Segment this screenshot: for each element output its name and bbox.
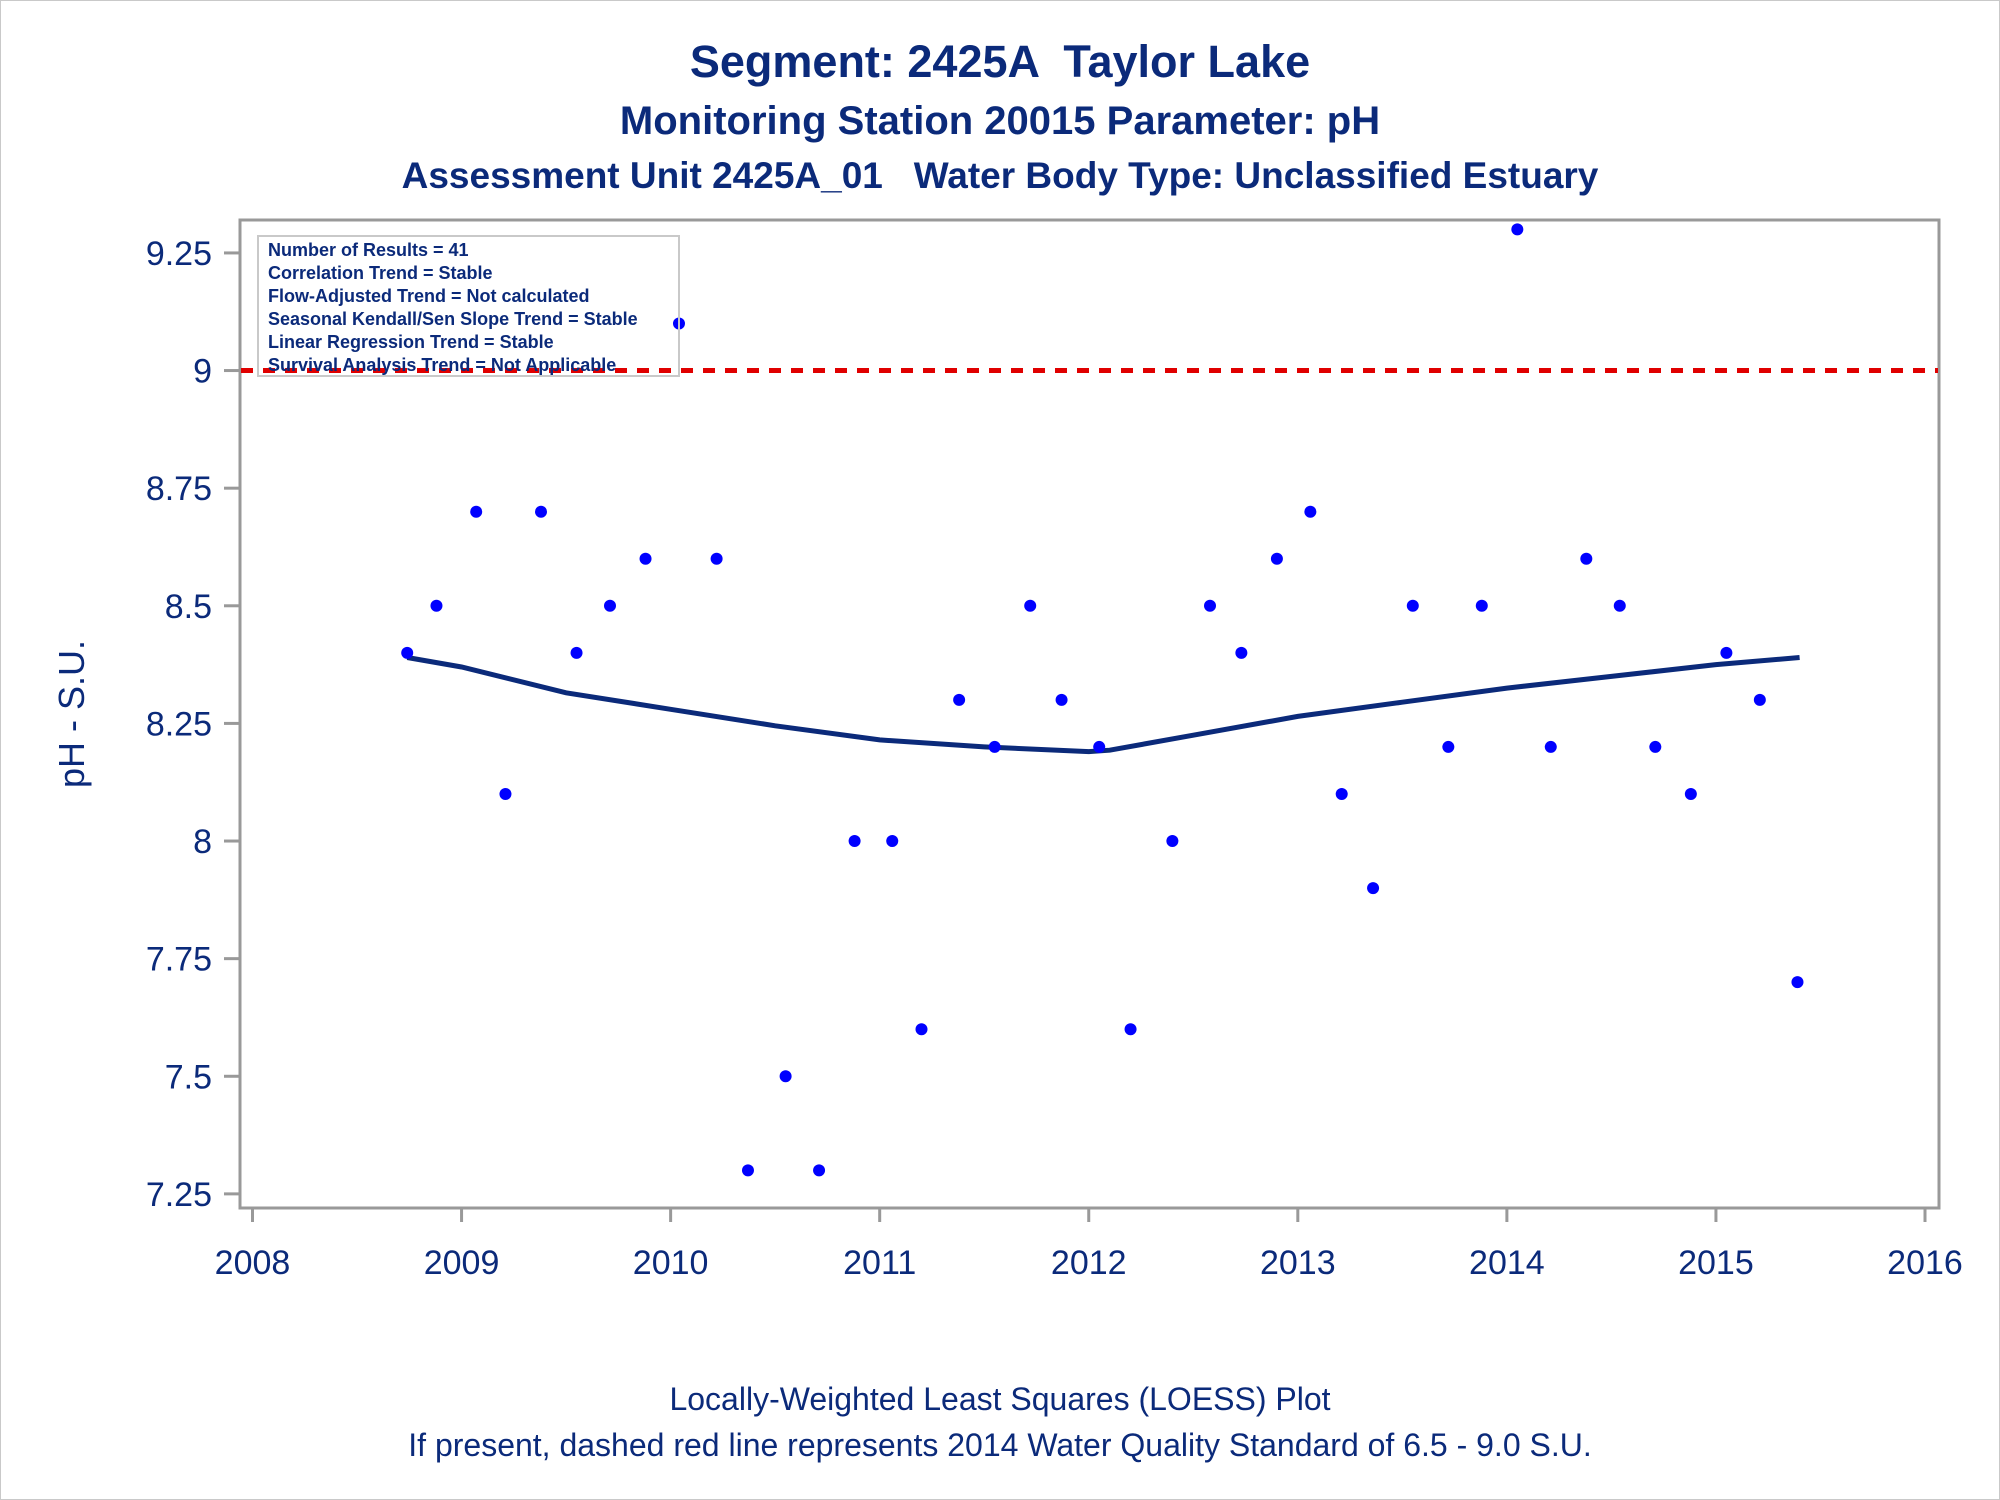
chart-title: Segment: 2425A Taylor Lake [689,36,1311,87]
footnote-loess: Locally-Weighted Least Squares (LOESS) P… [669,1381,1331,1417]
data-points [401,223,1804,1177]
data-point [1124,1023,1137,1036]
data-point [535,505,548,518]
data-point [1442,740,1455,753]
data-point [710,552,723,565]
data-point [639,552,652,565]
y-tick-label: 8 [193,823,212,861]
y-axis: 7.25 7.5 7.75 8 8.25 8.5 8.75 9 9.25 [146,235,240,1214]
stats-number-of-results: Number of Results = 41 [268,240,469,260]
data-point [1544,740,1557,753]
y-tick-label: 8.75 [146,470,212,508]
data-point [1649,740,1662,753]
x-tick-label: 2012 [1051,1244,1127,1282]
x-tick-label: 2016 [1887,1244,1963,1282]
data-point [1720,646,1733,659]
data-point [430,599,443,612]
y-tick-label: 8.5 [165,588,212,626]
data-point [1270,552,1283,565]
trend-statistics-box: Number of Results = 41 Correlation Trend… [257,235,680,377]
data-point [1791,976,1804,989]
data-point [499,787,512,800]
data-point [779,1070,792,1083]
data-point [848,835,861,848]
x-tick-label: 2015 [1678,1244,1754,1282]
stats-seasonal-kendall-trend: Seasonal Kendall/Sen Slope Trend = Stabl… [268,309,638,329]
footnote-standard: If present, dashed red line represents 2… [408,1427,1592,1463]
x-axis: 2008 2009 2010 2011 2012 2013 2014 2015 2016 [215,1208,1963,1282]
data-point [813,1164,826,1177]
data-point [741,1164,754,1177]
y-tick-label: 7.25 [146,1176,212,1214]
chart-subtitle-assessment: Assessment Unit 2425A_01 Water Body Type… [401,155,1599,196]
data-point [1166,835,1179,848]
data-point [1753,693,1766,706]
y-tick-label: 7.75 [146,941,212,979]
data-point [1406,599,1419,612]
x-tick-label: 2009 [424,1244,500,1282]
data-point [603,599,616,612]
data-point [1024,599,1037,612]
data-point [1684,787,1697,800]
data-point [953,693,966,706]
data-point [1580,552,1593,565]
data-point [1304,505,1317,518]
x-tick-label: 2011 [843,1244,916,1282]
x-tick-label: 2010 [633,1244,709,1282]
data-point [915,1023,928,1036]
y-tick-label: 9 [193,353,212,391]
data-point [1475,599,1488,612]
y-axis-title: pH - S.U. [51,640,92,788]
data-point [988,740,1001,753]
data-point [570,646,583,659]
data-point [470,505,483,518]
data-point [1511,223,1524,236]
stats-linear-regression-trend: Linear Regression Trend = Stable [268,332,554,352]
loess-trend-line [406,655,1800,755]
data-point [1335,787,1348,800]
stats-correlation-trend: Correlation Trend = Stable [268,263,493,283]
data-point [886,835,899,848]
y-tick-label: 7.5 [165,1058,212,1096]
x-tick-label: 2014 [1469,1244,1545,1282]
chart-subtitle-station: Monitoring Station 20015 Parameter: pH [619,99,1381,143]
data-point [1093,740,1106,753]
x-tick-label: 2008 [215,1244,291,1282]
data-point [1367,882,1380,895]
x-tick-label: 2013 [1260,1244,1336,1282]
data-point [1235,646,1248,659]
data-point [1204,599,1217,612]
y-tick-label: 8.25 [146,705,212,743]
stats-survival-analysis-trend: Survival Analysis Trend = Not Applicable [268,355,616,375]
stats-flow-adjusted-trend: Flow-Adjusted Trend = Not calculated [268,286,590,306]
stats-box-border [257,235,680,377]
y-tick-label: 9.25 [146,235,212,273]
data-point [401,646,414,659]
data-point [1055,693,1068,706]
data-point [1613,599,1626,612]
